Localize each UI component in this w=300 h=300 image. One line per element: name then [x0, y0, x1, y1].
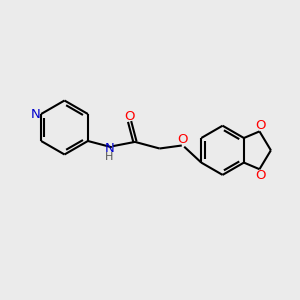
- Text: O: O: [178, 133, 188, 146]
- Text: N: N: [31, 107, 40, 121]
- Text: O: O: [124, 110, 135, 123]
- Text: O: O: [255, 119, 266, 132]
- Text: H: H: [105, 152, 114, 163]
- Text: O: O: [255, 169, 266, 182]
- Text: N: N: [105, 142, 114, 155]
